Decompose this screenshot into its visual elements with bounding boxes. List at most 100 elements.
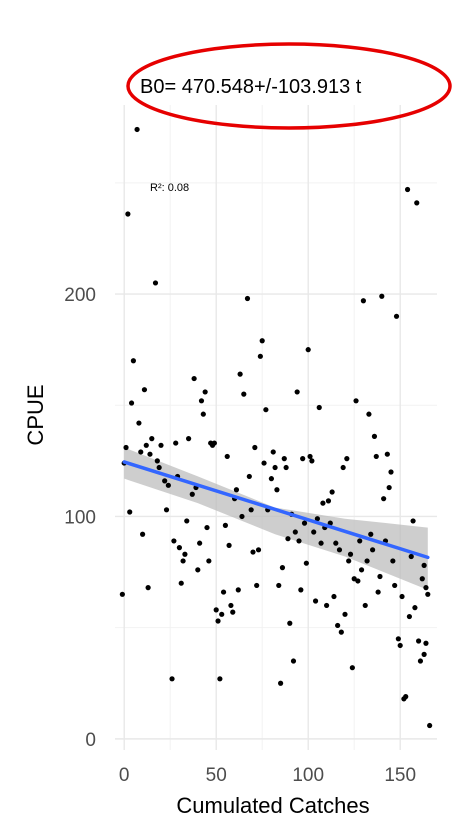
data-point xyxy=(314,516,320,522)
data-point xyxy=(340,464,346,471)
data-point xyxy=(423,585,429,591)
data-point xyxy=(241,391,247,397)
data-point xyxy=(347,551,354,557)
data-point xyxy=(320,500,326,506)
data-point xyxy=(237,371,243,377)
data-point xyxy=(292,529,298,535)
data-point xyxy=(268,476,274,482)
data-point xyxy=(222,522,228,528)
data-point xyxy=(303,560,309,566)
data-point xyxy=(395,636,401,642)
data-point xyxy=(226,542,232,548)
data-point xyxy=(149,436,155,442)
data-point xyxy=(419,576,425,582)
data-point xyxy=(296,538,302,544)
data-point xyxy=(410,518,416,524)
data-point xyxy=(331,593,337,600)
data-point xyxy=(370,547,376,553)
data-point xyxy=(248,507,254,513)
data-point xyxy=(294,389,300,395)
data-point xyxy=(165,482,171,488)
data-point xyxy=(176,545,182,551)
data-point xyxy=(399,593,405,600)
data-point xyxy=(342,611,348,617)
data-point xyxy=(134,126,140,133)
data-point xyxy=(230,609,236,615)
data-point xyxy=(156,464,162,471)
data-point xyxy=(202,389,208,395)
data-point xyxy=(406,613,412,620)
data-point xyxy=(239,513,245,520)
data-point xyxy=(259,338,265,344)
data-point xyxy=(191,375,197,382)
data-point xyxy=(206,558,212,564)
data-point xyxy=(184,518,190,524)
data-point xyxy=(366,411,372,417)
data-point xyxy=(278,680,284,686)
x-tick-label: 50 xyxy=(206,765,227,786)
data-point xyxy=(274,487,280,493)
data-point xyxy=(423,640,429,646)
data-point xyxy=(123,444,129,451)
data-point xyxy=(301,520,308,526)
data-point xyxy=(318,540,324,546)
data-point xyxy=(254,582,260,589)
data-point xyxy=(390,558,396,564)
data-point xyxy=(257,353,263,359)
data-point xyxy=(408,553,414,560)
data-point xyxy=(281,456,287,462)
data-point xyxy=(329,489,335,495)
data-point xyxy=(375,589,381,595)
data-point xyxy=(224,453,230,460)
data-point xyxy=(261,460,267,466)
data-point xyxy=(393,313,400,319)
data-point xyxy=(246,473,252,480)
x-tick-label: 150 xyxy=(384,765,416,786)
data-point xyxy=(154,458,160,464)
data-point xyxy=(270,449,276,455)
data-point xyxy=(178,580,184,586)
data-point xyxy=(362,602,368,609)
data-point xyxy=(325,498,332,504)
regression-line-layer xyxy=(122,460,430,560)
regression-line xyxy=(122,460,430,560)
data-point xyxy=(235,587,241,593)
data-point xyxy=(403,694,409,700)
data-point xyxy=(368,531,374,537)
data-point xyxy=(125,211,131,217)
y-tick-label: 100 xyxy=(64,507,96,528)
data-point xyxy=(204,524,210,531)
data-point xyxy=(215,618,221,624)
data-point xyxy=(169,676,175,682)
x-tick-label: 0 xyxy=(119,765,130,786)
data-point xyxy=(364,558,370,564)
data-point xyxy=(427,722,433,729)
data-point xyxy=(287,620,293,626)
data-point xyxy=(130,358,136,364)
annotation-highlight-ellipse xyxy=(126,42,452,130)
data-point xyxy=(182,551,188,557)
data-point xyxy=(173,440,179,446)
data-point xyxy=(152,280,159,286)
data-point xyxy=(384,451,390,457)
data-point xyxy=(417,658,424,664)
data-point xyxy=(312,598,319,604)
data-point xyxy=(386,484,392,491)
data-point xyxy=(416,638,422,644)
data-point xyxy=(371,433,378,439)
data-point xyxy=(379,293,385,299)
data-point xyxy=(200,411,206,417)
grid-minor xyxy=(115,105,437,750)
x-tick-label: 100 xyxy=(292,765,324,786)
data-point xyxy=(414,200,420,206)
y-axis-title: CPUE xyxy=(23,384,48,445)
data-point xyxy=(195,567,201,573)
data-point xyxy=(141,387,148,393)
y-tick-label: 0 xyxy=(85,730,96,751)
data-point xyxy=(189,491,195,497)
data-point xyxy=(279,565,286,571)
data-point xyxy=(298,587,304,593)
x-axis-tick-labels: 0 50 100 150 xyxy=(119,765,416,786)
x-axis-title: Cumulated Catches xyxy=(176,793,369,818)
